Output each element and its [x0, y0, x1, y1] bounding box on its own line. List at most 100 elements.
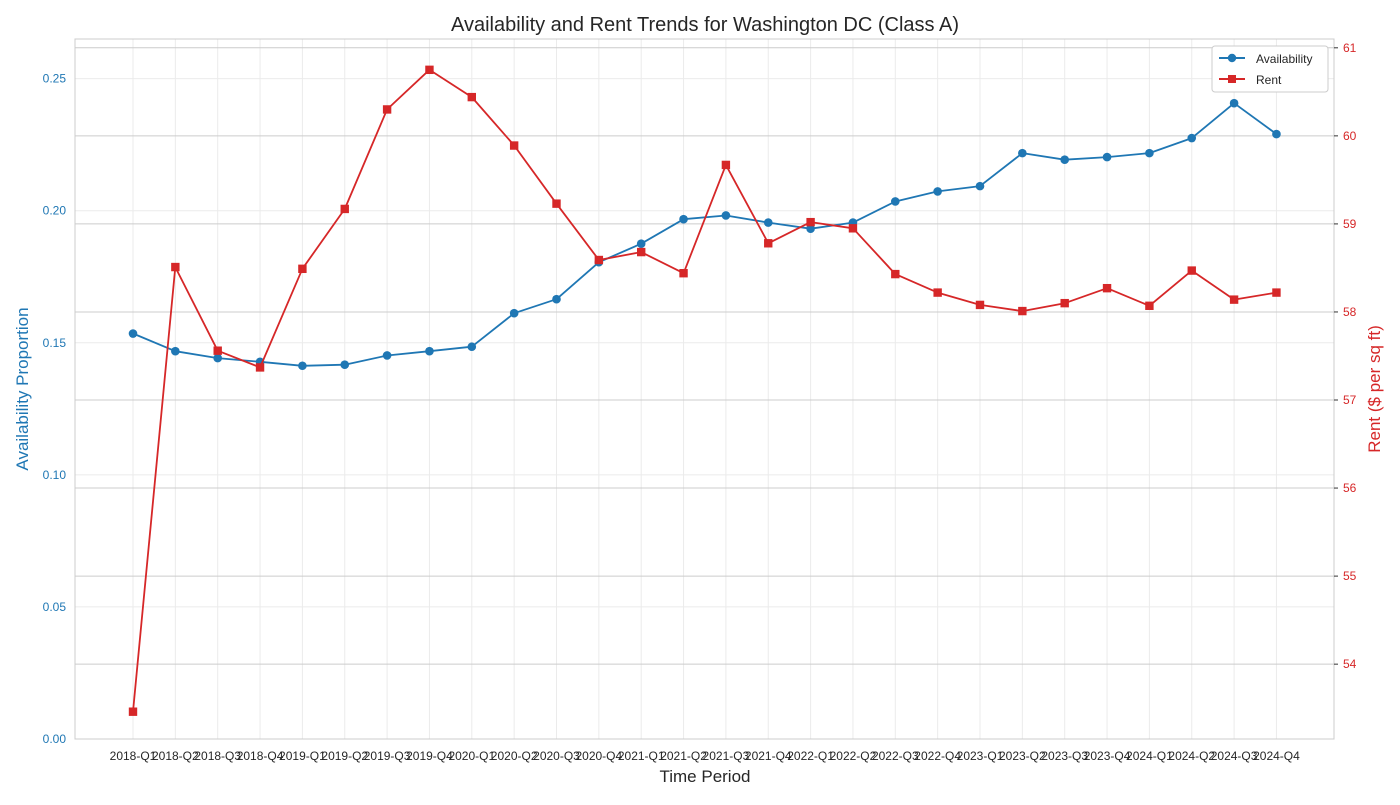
- plot-frame: [74, 38, 1335, 740]
- x-tick-label: 2022-Q4: [914, 749, 961, 763]
- x-tick-label: 2022-Q3: [872, 749, 919, 763]
- availability-point: [1187, 133, 1197, 143]
- rent-point: [128, 707, 138, 716]
- rent-point: [552, 199, 561, 208]
- x-tick-label: 2023-Q1: [957, 749, 1004, 763]
- availability-point: [425, 346, 434, 356]
- x-tick-label: 2019-Q2: [321, 749, 368, 763]
- y-left-tick-label: 0.15: [43, 336, 67, 350]
- rent-point: [425, 65, 434, 75]
- rent-point: [340, 204, 349, 214]
- availability-series-line: [132, 102, 1278, 367]
- grid-layer: [75, 39, 1334, 740]
- y-right-tick-label: 54: [1343, 657, 1357, 671]
- x-tick-label: 2019-Q1: [279, 749, 326, 763]
- availability-point: [382, 351, 392, 360]
- rent-point: [1229, 295, 1239, 304]
- rent-point: [1145, 301, 1154, 310]
- legend-availability-marker: [1227, 53, 1237, 63]
- legend-rent-label: Rent: [1256, 73, 1282, 87]
- availability-point: [975, 181, 985, 191]
- rent-point: [1272, 288, 1281, 297]
- y-right-tick-label: 57: [1343, 393, 1357, 407]
- x-tick-label: 2024-Q4: [1253, 749, 1300, 763]
- x-tick-label: 2018-Q2: [152, 749, 199, 763]
- rent-point: [509, 141, 519, 150]
- availability-point: [806, 224, 815, 233]
- y-left-tick-label: 0.10: [43, 468, 67, 482]
- availability-point: [128, 329, 138, 338]
- availability-point: [1229, 98, 1239, 108]
- y-right-tick-label: 55: [1343, 569, 1357, 583]
- rent-point: [806, 217, 815, 227]
- x-tick-label: 2018-Q4: [237, 749, 284, 763]
- x-tick-label: 2018-Q1: [110, 749, 157, 763]
- availability-point: [298, 361, 307, 371]
- availability-point: [552, 294, 561, 304]
- y-right-tick-label: 58: [1343, 305, 1357, 319]
- x-tick-label: 2024-Q2: [1168, 749, 1215, 763]
- x-tick-label: 2020-Q1: [448, 749, 495, 763]
- y-axis-label-left: Availability Proportion: [13, 307, 32, 470]
- availability-point: [763, 218, 773, 227]
- x-tick-label: 2020-Q2: [491, 749, 538, 763]
- x-tick-label: 2023-Q4: [1084, 749, 1131, 763]
- x-tick-label: 2023-Q2: [999, 749, 1046, 763]
- legend: Availability Rent: [1211, 45, 1329, 93]
- rent-point: [764, 239, 773, 248]
- x-tick-label: 2022-Q2: [830, 749, 877, 763]
- y-left-tick-label: 0.05: [43, 600, 67, 614]
- availability-point: [1145, 148, 1154, 158]
- rent-point: [594, 255, 604, 265]
- availability-point: [636, 239, 646, 249]
- rent-point: [679, 269, 688, 278]
- availability-point: [1018, 148, 1027, 158]
- availability-point: [1102, 152, 1112, 162]
- x-tick-label: 2021-Q3: [703, 749, 750, 763]
- rent-series-line: [132, 68, 1277, 712]
- y-right-tick-label: 56: [1343, 481, 1357, 495]
- y-right-tick-label: 60: [1343, 129, 1357, 143]
- availability-point: [171, 346, 180, 356]
- rent-point: [1060, 298, 1069, 308]
- axes-layer: 2018-Q12018-Q22018-Q32018-Q42019-Q12019-…: [43, 41, 1357, 763]
- x-tick-label: 2024-Q1: [1126, 749, 1173, 763]
- rent-point: [891, 269, 900, 279]
- availability-point: [933, 187, 942, 196]
- rent-point: [637, 247, 646, 257]
- rent-point: [721, 160, 731, 170]
- availability-point: [509, 308, 519, 318]
- rent-point: [171, 262, 180, 272]
- x-axis-label: Time Period: [659, 767, 750, 786]
- availability-point: [467, 342, 477, 352]
- legend-rent-marker: [1228, 75, 1236, 83]
- availability-point: [721, 211, 731, 220]
- rent-point: [255, 363, 265, 372]
- x-tick-label: 2023-Q3: [1041, 749, 1088, 763]
- series-layer: [128, 65, 1281, 716]
- y-left-tick-label: 0.20: [43, 204, 67, 218]
- x-tick-label: 2024-Q3: [1211, 749, 1258, 763]
- availability-point: [340, 360, 350, 369]
- x-tick-label: 2021-Q1: [618, 749, 665, 763]
- rent-point: [975, 300, 985, 310]
- legend-availability-label: Availability: [1256, 52, 1312, 66]
- y-left-tick-label: 0.25: [43, 72, 67, 86]
- y-right-tick-label: 61: [1343, 41, 1357, 55]
- x-tick-label: 2020-Q4: [575, 749, 622, 763]
- rent-point: [298, 264, 307, 274]
- rent-point: [1187, 266, 1196, 275]
- chart-title: Availability and Rent Trends for Washing…: [451, 14, 959, 36]
- rent-point: [848, 224, 858, 233]
- rent-point: [213, 346, 222, 355]
- availability-point: [1272, 129, 1281, 139]
- x-tick-label: 2021-Q2: [660, 749, 707, 763]
- rent-point: [382, 105, 392, 114]
- x-tick-label: 2019-Q3: [364, 749, 411, 763]
- y-left-tick-label: 0.00: [43, 732, 67, 746]
- x-tick-label: 2019-Q4: [406, 749, 453, 763]
- rent-point: [1018, 306, 1027, 316]
- availability-point: [891, 197, 900, 206]
